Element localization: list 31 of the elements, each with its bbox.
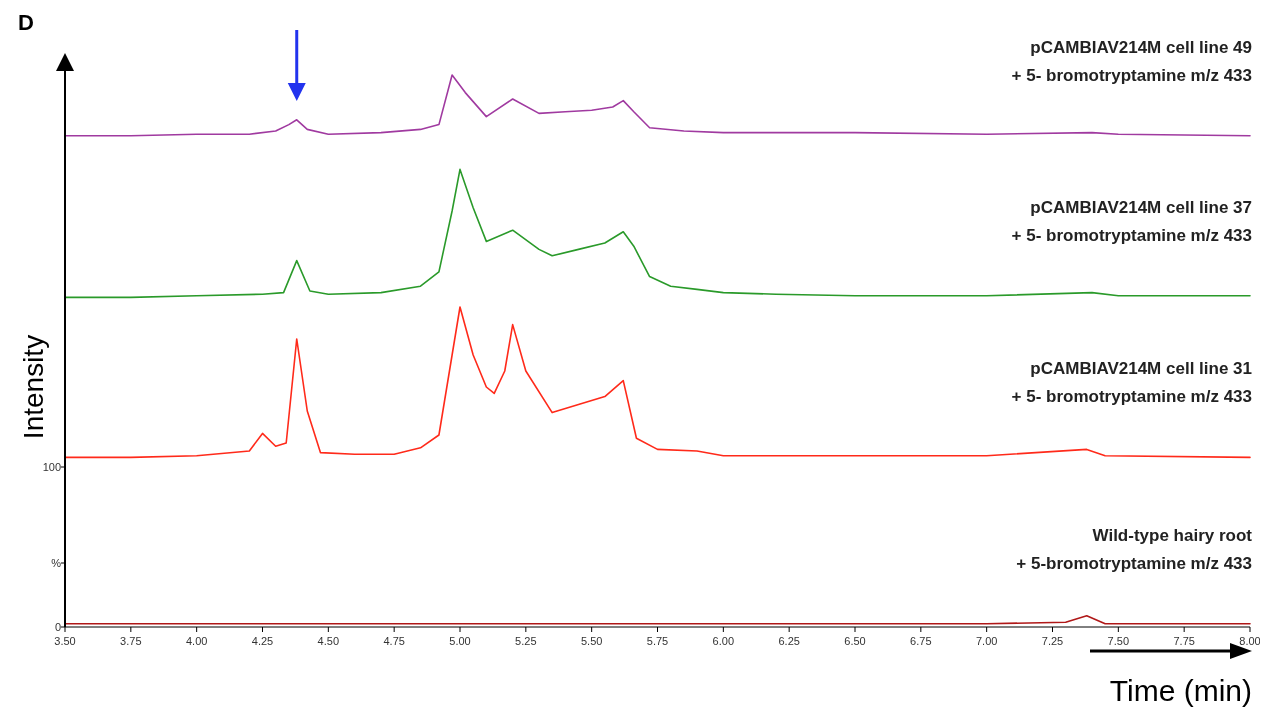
y-tick-label: 100 [42, 461, 61, 473]
x-tick-label: 4.75 [383, 635, 405, 647]
x-tick-label: 7.25 [1041, 635, 1064, 647]
text: pCAMBIAV214M cell line 31 + 5- bromotryptamine m/z 433 [1011, 359, 1252, 407]
x-tick-label: 5.75 [646, 635, 669, 647]
y-tick-label: 0 [54, 621, 61, 633]
x-tick-label: 4.25 [251, 635, 274, 647]
x-tick-label: 8.00 [1239, 635, 1261, 647]
x-tick-label: 4.00 [185, 635, 208, 647]
x-tick-label: 4.50 [317, 635, 340, 647]
x-tick-label: 6.75 [910, 635, 932, 647]
line-series [64, 306, 1251, 459]
x-tick-label: 5.25 [515, 635, 537, 647]
x-axis-title: Time (min) [1109, 674, 1252, 707]
text: pCAMBIAV214M cell line 49 + 5- bromotryptamine m/z 433 [1011, 37, 1252, 85]
line-series [64, 168, 1251, 299]
x-tick-label: 7.00 [975, 635, 998, 647]
x-tick-label: 7.50 [1107, 635, 1130, 647]
x-tick-label: 6.25 [778, 635, 800, 647]
x-tick-label: 6.50 [844, 635, 866, 647]
x-tick-label: 5.00 [449, 635, 471, 647]
y-axis-title: Intensity [18, 334, 49, 440]
text: Wild-type hairy root + 5-bromotryptamine m/z 433 [1016, 525, 1253, 573]
x-tick-label: 7.75 [1173, 635, 1195, 647]
text: D [18, 10, 34, 35]
x-tick-label: 3.50 [54, 635, 76, 647]
text: pCAMBIAV214M cell line 37 + 5- bromotryptamine m/z 433 [1011, 197, 1252, 245]
y-tick-label: % [51, 557, 62, 569]
x-tick-label: 3.75 [120, 635, 142, 647]
x-tick-label: 6.00 [712, 635, 735, 647]
x-tick-label: 5.50 [580, 635, 603, 647]
